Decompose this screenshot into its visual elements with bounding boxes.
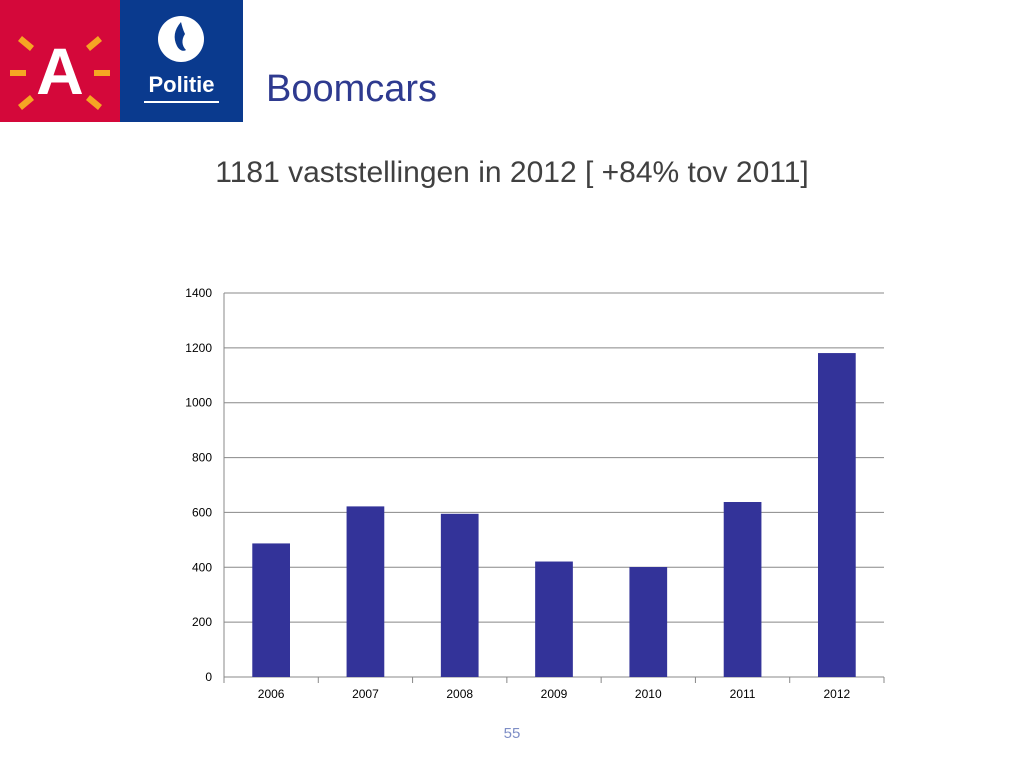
y-tick-label: 200 [192, 615, 212, 629]
page-number: 55 [503, 725, 521, 742]
bar-2011 [723, 502, 762, 677]
y-tick-label: 600 [192, 505, 212, 519]
antwerp-logo: A [0, 0, 120, 122]
x-tick-label: 2010 [635, 687, 662, 701]
politie-logo-underline [144, 101, 219, 103]
y-tick-label: 1000 [185, 396, 212, 410]
y-tick-label: 400 [192, 560, 212, 574]
bar-2010 [629, 567, 668, 677]
politie-logo-text: Politie [148, 72, 215, 97]
bar-2012 [818, 353, 856, 677]
bar-2007 [346, 506, 385, 677]
y-tick-label: 1400 [185, 286, 212, 300]
x-tick-label: 2006 [258, 687, 285, 701]
x-tick-label: 2007 [352, 687, 379, 701]
slide-subtitle: 1181 vaststellingen in 2012 [ +84% tov 2… [215, 156, 809, 189]
x-tick-label: 2009 [541, 687, 568, 701]
x-tick-label: 2008 [446, 687, 473, 701]
politie-logo: Politie [120, 0, 243, 122]
bar-2009 [535, 561, 573, 677]
y-tick-label: 800 [192, 451, 212, 465]
bar-chart: 0 200 400 600 800 1000 1200 1400 2006 2007 2008 200… [185, 286, 885, 701]
y-tick-label: 0 [205, 670, 212, 684]
antwerp-logo-letter: A [36, 34, 84, 108]
x-tick-label: 2011 [730, 687, 756, 701]
antwerp-logo-graphic: A [10, 34, 110, 110]
flame-icon [158, 16, 204, 62]
bar-2008 [440, 513, 479, 677]
x-tick-label: 2012 [824, 687, 851, 701]
y-tick-label: 1200 [185, 341, 212, 355]
bar-2006 [252, 543, 290, 677]
slide-title: Boomcars [266, 68, 438, 110]
